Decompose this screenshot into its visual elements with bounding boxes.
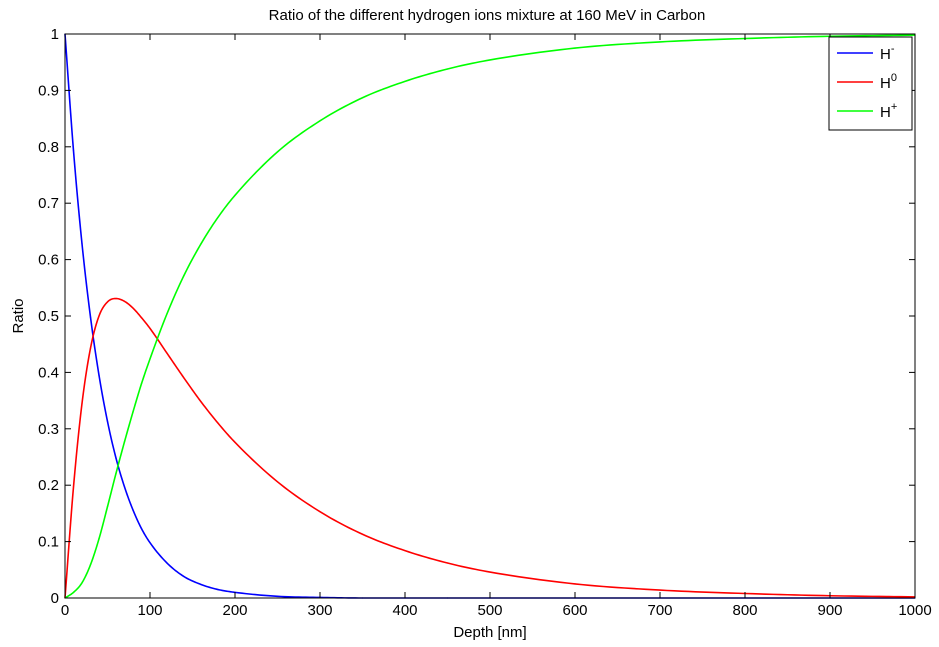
data-point: [149, 358, 151, 360]
data-point: [404, 80, 406, 82]
data-point: [72, 486, 75, 488]
y-tick-label: 1: [51, 26, 59, 43]
data-point: [149, 542, 151, 544]
y-tick-label: 0.9: [38, 82, 59, 99]
data-point: [123, 441, 126, 443]
data-point: [183, 274, 185, 276]
data-point: [89, 564, 92, 566]
data-point: [404, 550, 406, 552]
data-point: [132, 509, 134, 511]
data-point: [276, 151, 279, 153]
y-tick-label: 0.4: [38, 364, 59, 381]
data-point: [89, 316, 92, 318]
data-point: [319, 511, 321, 513]
data-point: [115, 297, 117, 300]
data-point: [361, 97, 364, 99]
data-point: [166, 313, 168, 315]
data-point: [123, 486, 126, 488]
plot-frame: [64, 33, 916, 599]
y-tick-label: 0.1: [38, 534, 59, 551]
data-point: [183, 575, 185, 578]
data-point: [217, 588, 219, 591]
data-point: [489, 571, 491, 573]
data-point: [140, 383, 143, 385]
data-point: [98, 374, 100, 376]
data-point: [81, 402, 83, 405]
legend: H- H0 H+: [828, 36, 913, 131]
data-point: [115, 457, 117, 459]
data-point: [276, 481, 279, 483]
data-point: [98, 538, 100, 540]
data-point: [200, 243, 202, 245]
x-tick-label: 700: [647, 602, 672, 619]
data-point: [183, 377, 185, 379]
data-point: [276, 595, 279, 597]
data-point: [166, 562, 168, 564]
data-point: [72, 591, 75, 593]
data-point: [89, 347, 92, 349]
legend-box: [828, 36, 913, 131]
x-tick-label: 1000: [898, 602, 931, 619]
data-point: [132, 307, 134, 309]
y-axis-label: Ratio: [10, 298, 27, 333]
data-point: [217, 216, 219, 218]
data-point: [81, 582, 83, 584]
data-point: [106, 506, 109, 508]
data-point: [140, 317, 143, 319]
x-tick-label: 400: [392, 602, 417, 619]
data-point: [217, 422, 219, 424]
data-point: [98, 315, 100, 317]
data-point: [574, 47, 576, 49]
x-tick-label: 200: [222, 602, 247, 619]
y-tick-label: 0.3: [38, 421, 59, 438]
data-point: [132, 411, 134, 413]
data-point: [106, 420, 109, 423]
legend-label: H-: [880, 43, 895, 63]
data-point: [140, 528, 143, 530]
x-tick-label: 0: [61, 602, 69, 619]
y-tick-label: 0.6: [38, 252, 59, 269]
chart-title: Ratio of the different hydrogen ions mix…: [269, 7, 706, 24]
data-point: [446, 68, 449, 70]
data-point: [489, 59, 491, 61]
x-tick-label: 600: [562, 602, 587, 619]
x-tick-label: 100: [137, 602, 162, 619]
y-tick-label: 0.8: [38, 139, 59, 156]
data-point: [659, 589, 661, 591]
y-tick-label: 0.7: [38, 195, 59, 212]
data-point: [115, 472, 117, 474]
data-point: [234, 441, 236, 443]
y-tick-label: 0.2: [38, 477, 59, 494]
x-tick-label: 300: [307, 602, 332, 619]
data-point: [446, 562, 449, 564]
data-point: [200, 401, 202, 403]
legend-label: H0: [880, 72, 897, 92]
plot-area: [65, 34, 915, 598]
data-point: [361, 533, 364, 535]
x-tick-label: 800: [732, 602, 757, 619]
data-point: [72, 150, 75, 152]
data-point: [149, 327, 151, 330]
data-point: [319, 120, 321, 122]
data-point: [200, 583, 202, 586]
legend-label: H+: [880, 101, 897, 121]
data-point: [574, 583, 576, 585]
y-tick-label: 0.5: [38, 308, 59, 325]
data-point: [123, 300, 126, 302]
data-point: [81, 243, 83, 245]
y-tick-label: 0: [51, 590, 59, 607]
data-point: [166, 352, 168, 354]
data-point: [659, 41, 661, 43]
data-point: [106, 301, 109, 303]
x-tick-label: 500: [477, 602, 502, 619]
x-tick-label: 900: [817, 602, 842, 619]
x-axis-label: Depth [nm]: [453, 624, 526, 641]
data-point: [234, 194, 236, 196]
